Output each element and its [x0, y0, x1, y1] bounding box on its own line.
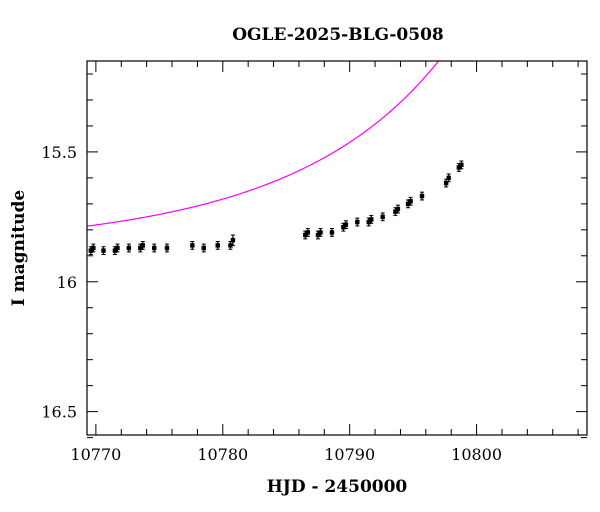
- data-point: [355, 217, 360, 227]
- data-point: [405, 199, 411, 209]
- data-point: [215, 241, 220, 250]
- data-point: [329, 228, 335, 237]
- data-point: [303, 230, 308, 240]
- data-point: [369, 215, 374, 224]
- y-axis-label: I magnitude: [9, 190, 29, 307]
- data-point: [230, 234, 236, 246]
- data-point: [201, 243, 206, 253]
- data-point: [190, 241, 195, 250]
- x-tick-label: 10770: [70, 445, 121, 464]
- data-point: [408, 196, 413, 206]
- plot-area: 10770 10780 10790 10800 15.5 16 16.5: [41, 60, 588, 464]
- data-point: [446, 173, 451, 183]
- chart-title: OGLE-2025-BLG-0508: [232, 25, 444, 45]
- y-tick-label: 16: [57, 273, 77, 292]
- y-tick-label: 16.5: [41, 403, 77, 422]
- y-ticks: 15.5 16 16.5: [41, 73, 587, 439]
- x-ticks: 10770 10780 10790 10800: [70, 61, 579, 464]
- data-point: [152, 243, 157, 253]
- data-point: [91, 243, 96, 253]
- data-point: [115, 243, 120, 253]
- data-point: [140, 241, 146, 250]
- data-point: [164, 243, 170, 253]
- data-point: [443, 178, 449, 188]
- model-curve: [87, 61, 440, 227]
- x-tick-label: 10780: [197, 445, 248, 464]
- data-point: [395, 204, 401, 214]
- x-axis-label: HJD - 2450000: [267, 477, 408, 497]
- data-points: [88, 160, 464, 255]
- data-point: [459, 160, 464, 170]
- plot-frame: [86, 60, 588, 436]
- data-point: [419, 191, 425, 201]
- data-point: [305, 228, 311, 237]
- data-point: [380, 212, 385, 222]
- data-point: [318, 228, 323, 237]
- x-tick-label: 10790: [324, 445, 375, 464]
- data-point: [343, 220, 349, 230]
- x-tick-label: 10800: [451, 445, 502, 464]
- y-tick-label: 15.5: [41, 143, 77, 162]
- data-point: [126, 243, 132, 253]
- data-point: [101, 246, 106, 255]
